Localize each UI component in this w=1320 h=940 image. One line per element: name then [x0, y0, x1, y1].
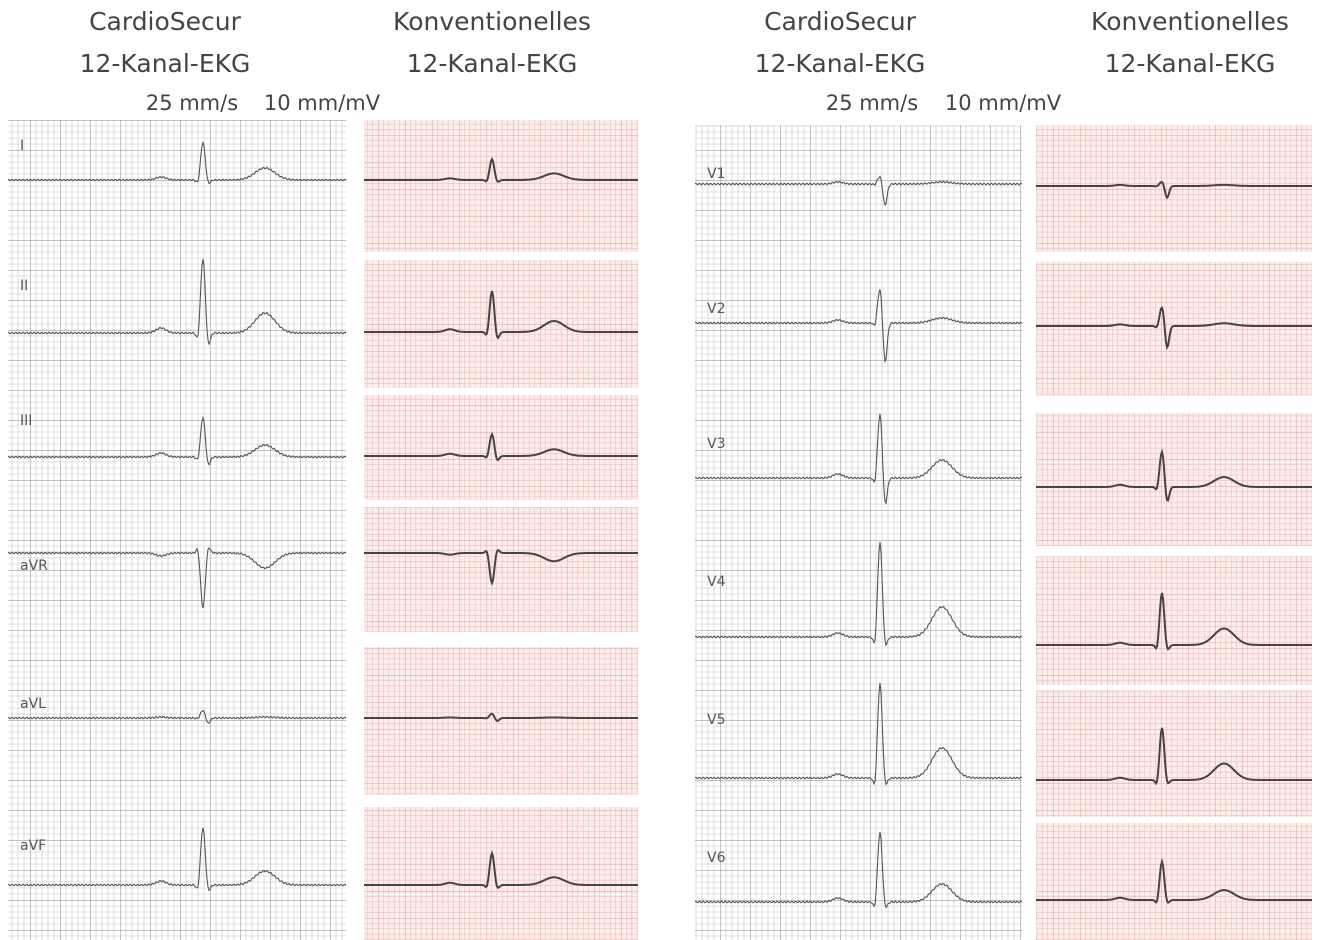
- reference-trace: [1036, 181, 1312, 200]
- reference-trace: [364, 432, 638, 462]
- reference-trace: [1036, 857, 1312, 904]
- device-title: 12-Kanal-EKG: [755, 49, 926, 78]
- lead-label: V5: [707, 712, 725, 728]
- device-trace: [7, 827, 347, 892]
- speed: 25 mm/s: [826, 91, 918, 115]
- lead-label: V1: [707, 166, 725, 182]
- reference-title: 12-Kanal-EKG: [1105, 49, 1276, 78]
- lead-label: III: [20, 413, 32, 429]
- device-trace: [694, 175, 1023, 207]
- reference-strip: [1036, 413, 1312, 546]
- device-grid: [695, 125, 1022, 940]
- gain: 10 mm/mV: [945, 91, 1062, 115]
- reference-trace: [1036, 305, 1312, 350]
- device-title: CardioSecur: [89, 7, 242, 36]
- device-title: 12-Kanal-EKG: [80, 49, 251, 78]
- reference-trace: [1036, 592, 1312, 651]
- reference-strip: [364, 120, 638, 252]
- reference-strip: [1036, 262, 1312, 396]
- lead-label: aVR: [20, 558, 48, 574]
- device-trace: [7, 710, 347, 725]
- device-trace: [694, 542, 1023, 647]
- reference-trace: [364, 548, 638, 587]
- reference-trace: [1036, 448, 1312, 502]
- reference-strip: [1036, 823, 1312, 940]
- reference-strip: [364, 507, 638, 632]
- reference-title: Konventionelles: [393, 7, 591, 36]
- reference-trace: [364, 290, 638, 340]
- reference-trace: [364, 850, 638, 890]
- reference-trace: [364, 712, 638, 722]
- reference-strip: [1036, 690, 1312, 817]
- reference-strip: [1036, 556, 1312, 685]
- lead-label: I: [20, 138, 24, 154]
- lead-label: V2: [707, 301, 725, 317]
- gain: 10 mm/mV: [264, 91, 381, 115]
- lead-label: V3: [707, 436, 725, 452]
- device-grid: [8, 120, 346, 940]
- reference-strip: [364, 260, 638, 388]
- speed: 25 mm/s: [146, 91, 238, 115]
- device-trace: [7, 140, 347, 184]
- lead-label: II: [20, 278, 28, 294]
- reference-trace: [364, 156, 638, 183]
- reference-title: Konventionelles: [1091, 7, 1289, 36]
- layer: CardioSecur 12-Kanal-EKG Konventionelles 12…: [7, 7, 1312, 940]
- reference-strip: [1036, 125, 1312, 252]
- device-trace: [694, 413, 1023, 505]
- lead-label: aVF: [20, 838, 46, 854]
- reference-trace: [1036, 727, 1312, 786]
- device-trace: [7, 547, 347, 609]
- device-title: CardioSecur: [764, 7, 917, 36]
- reference-strip: [364, 807, 638, 940]
- device-trace: [694, 682, 1023, 786]
- reference-title: 12-Kanal-EKG: [407, 49, 578, 78]
- lead-label: V4: [707, 574, 726, 590]
- device-trace: [7, 259, 347, 346]
- device-trace: [694, 289, 1023, 364]
- device-trace: [694, 831, 1023, 909]
- device-trace: [7, 415, 347, 466]
- reference-strip: [364, 647, 638, 795]
- reference-strip: [364, 395, 638, 500]
- lead-label: aVL: [20, 696, 46, 712]
- lead-label: V6: [707, 850, 726, 866]
